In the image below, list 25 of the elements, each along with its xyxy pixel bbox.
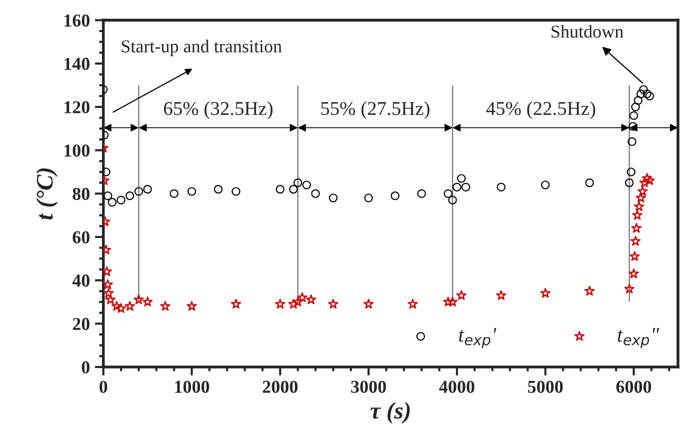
y-tick-label: 140 [64, 58, 90, 70]
y-tick-label: 160 [64, 14, 90, 27]
annotation: 65% (32.5Hz) [164, 101, 273, 120]
x-tick-label: 0 [100, 380, 108, 393]
legend-label: t$_{exp}$' [459, 328, 496, 348]
x-tick-label: 5000 [528, 380, 563, 393]
y-tick-label: 40 [72, 274, 90, 287]
annotation: 55% (27.5Hz) [321, 101, 430, 120]
x-axis-title: τ (s) [370, 402, 410, 424]
annotation: Shutdown [552, 25, 624, 38]
y-tick-label: 20 [72, 318, 90, 330]
annotation: Start-up and transition [122, 40, 282, 56]
y-tick-label: 0 [82, 361, 90, 374]
annotation: 45% (22.5Hz) [486, 101, 596, 120]
y-tick-label: 120 [64, 101, 90, 114]
x-tick-label: 1000 [175, 380, 210, 393]
x-tick-label: 3000 [351, 380, 386, 393]
x-tick-label: 4000 [439, 380, 474, 393]
x-tick-label: 2000 [262, 380, 298, 393]
y-tick-label: 80 [72, 188, 90, 200]
legend-label: t$_{exp}$" [618, 328, 660, 348]
x-tick-label: 6000 [616, 380, 652, 393]
y-tick-label: 60 [72, 231, 90, 244]
y-tick-label: 100 [64, 144, 90, 157]
y-axis-title: t (°C) [36, 168, 58, 220]
